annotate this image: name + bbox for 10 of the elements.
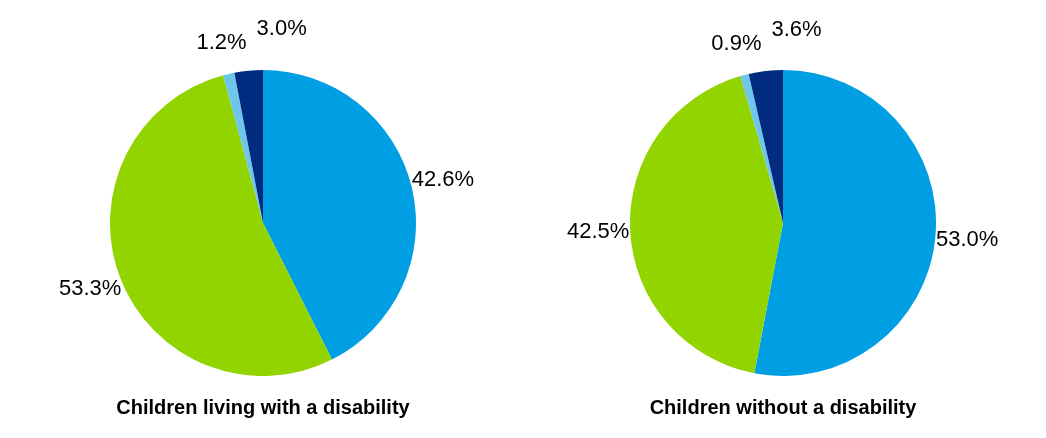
text: Children without a disability (649, 395, 918, 418)
data-label: 0.9% (711, 30, 762, 56)
data-label: 42.5% (567, 217, 630, 243)
data-label: 53.3% (59, 275, 122, 301)
text: Children living with a disability (116, 395, 411, 418)
data-label: 3.0% (256, 14, 307, 40)
data-label: 1.2% (196, 28, 247, 54)
data-label: 3.6% (771, 16, 822, 42)
data-label: 53.0% (935, 226, 999, 252)
data-label: 42.6% (411, 166, 475, 192)
